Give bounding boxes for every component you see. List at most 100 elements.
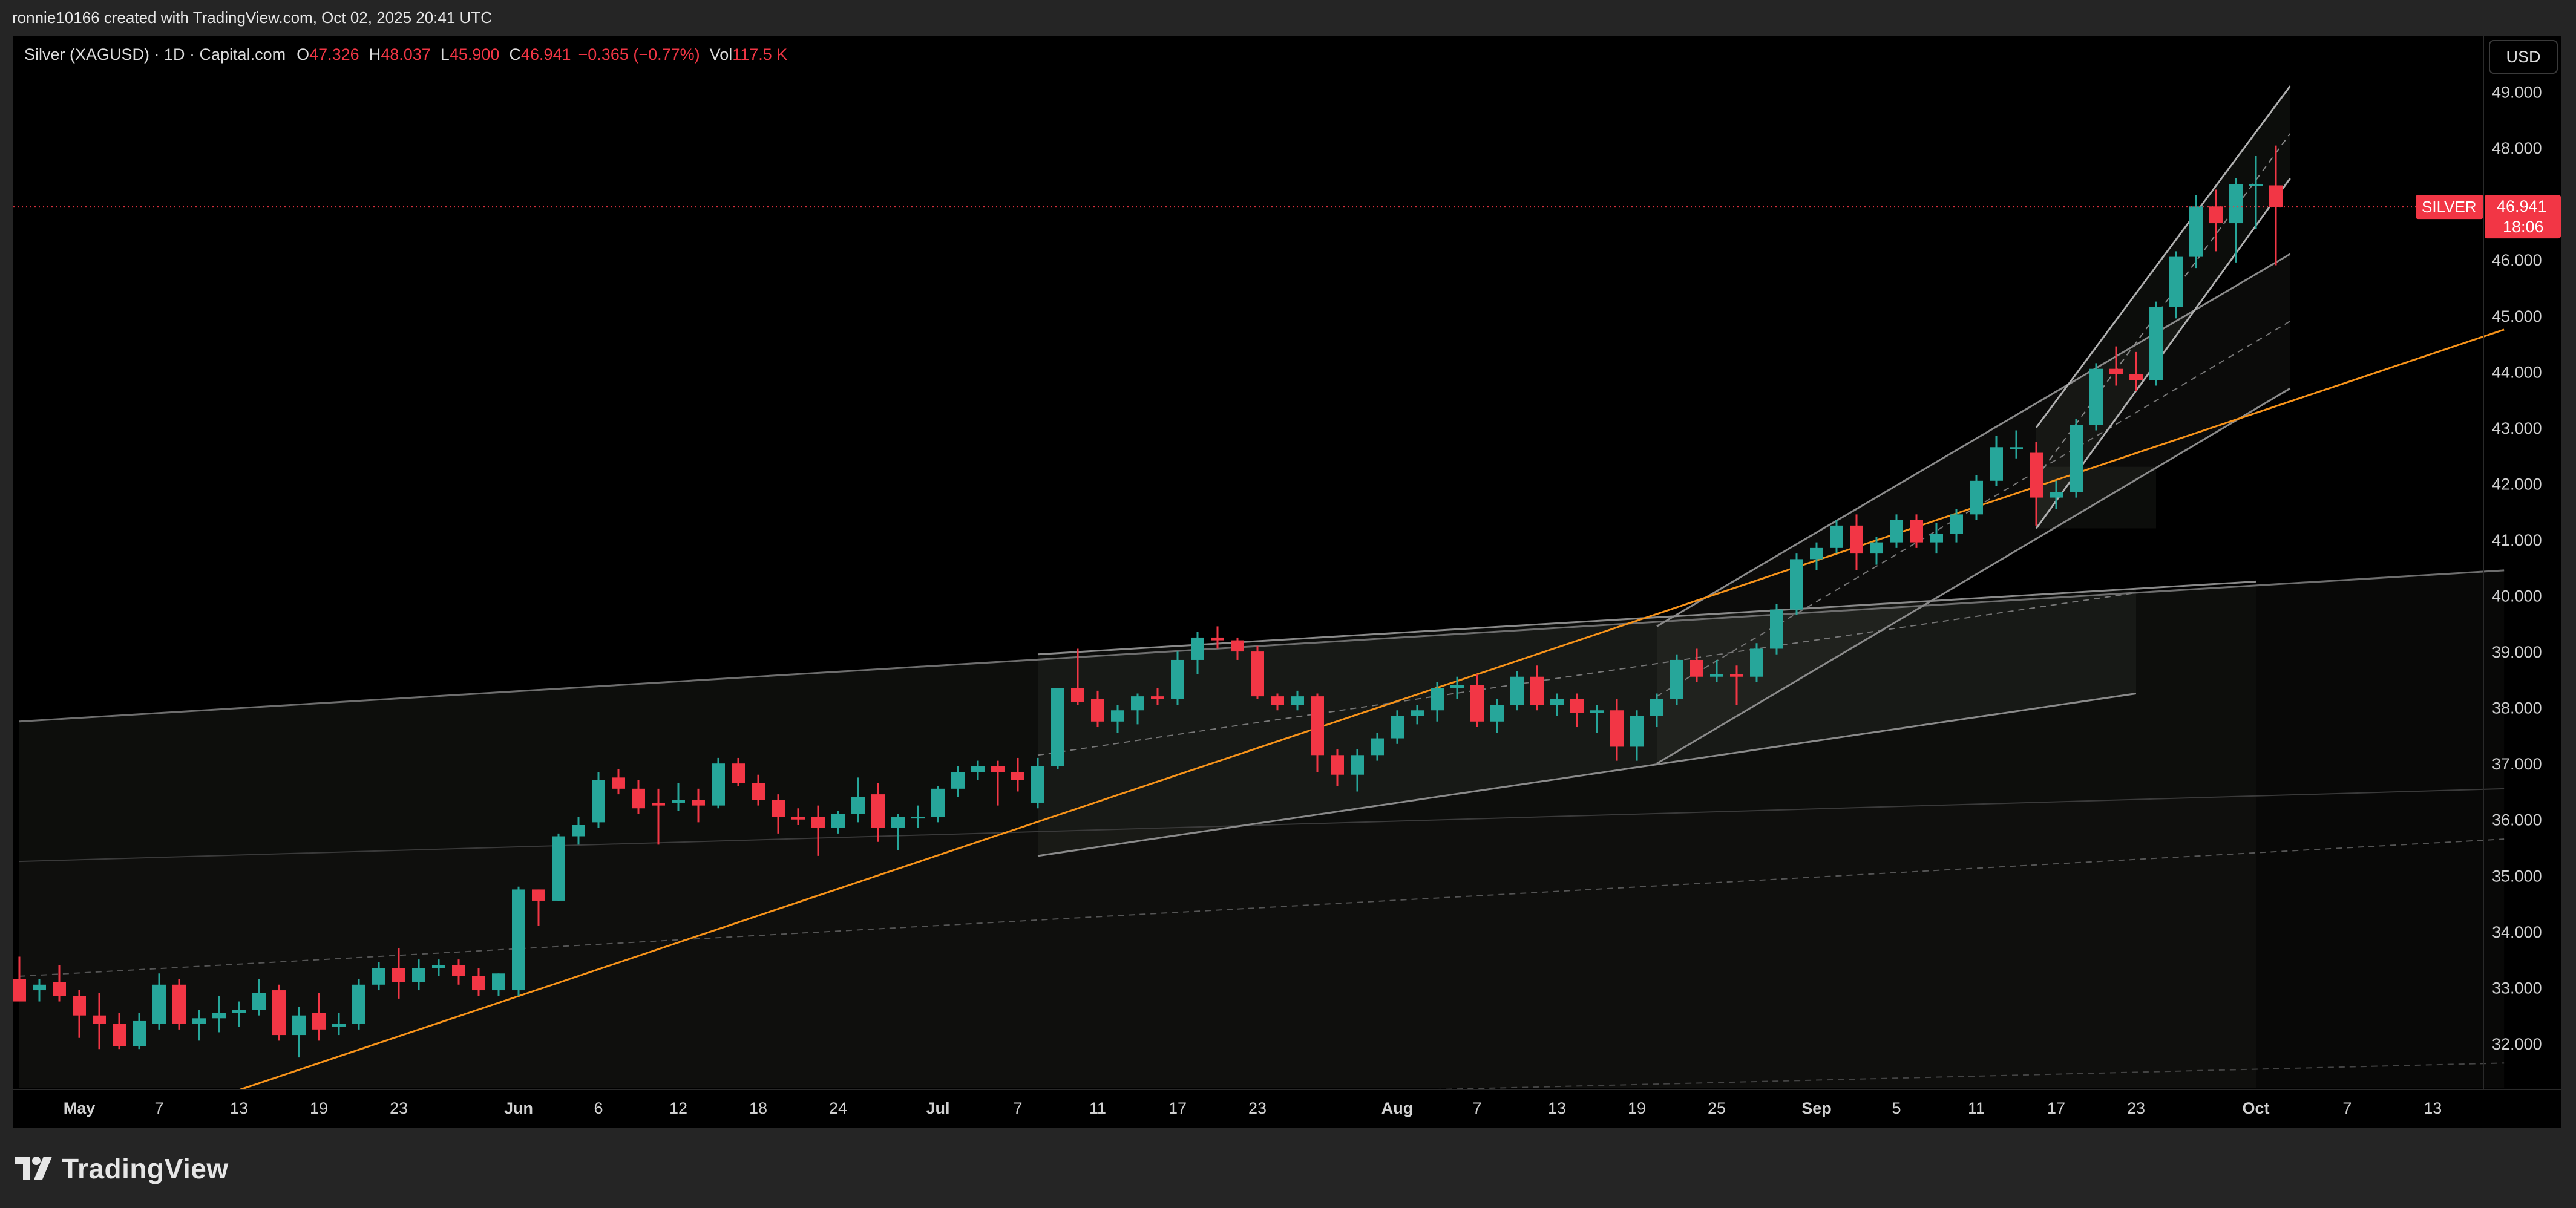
candle-body xyxy=(1950,514,1963,534)
candle-body xyxy=(1031,766,1044,803)
price-tick-label: 34.000 xyxy=(2492,923,2542,941)
candle-body xyxy=(891,817,905,828)
chart-frame[interactable]: 32.000 33.000 34.000 35.000 36.000 37.000 38.0… xyxy=(13,36,2561,1128)
tradingview-logo[interactable]: TradingView xyxy=(15,1151,229,1187)
candle-body xyxy=(1450,685,1464,688)
candle-body xyxy=(1530,676,1544,705)
aug-channel-upper-line xyxy=(1656,253,2291,627)
candle-body xyxy=(372,968,385,985)
candle-body xyxy=(2089,368,2103,425)
time-tick-label: 13 xyxy=(2424,1099,2442,1117)
candle-body xyxy=(73,996,86,1016)
candle-body xyxy=(1490,705,1504,722)
candle-body xyxy=(272,990,286,1036)
july-channel-lower-line xyxy=(1037,693,2137,857)
time-tick-label: 25 xyxy=(1708,1099,1726,1117)
candle-body xyxy=(632,788,645,809)
low-label: L xyxy=(440,45,450,64)
candle-body xyxy=(791,817,805,820)
candle-body xyxy=(1610,710,1624,747)
open-label: O xyxy=(297,45,310,64)
candle-body xyxy=(2229,184,2243,224)
candle-body xyxy=(1570,699,1584,713)
time-tick-label: 12 xyxy=(669,1099,687,1117)
large-channel-lower-line xyxy=(19,788,2505,863)
candle-body xyxy=(492,973,505,991)
time-tick-label: 7 xyxy=(1013,1099,1022,1117)
time-axis[interactable]: May 7 13 19 23 Jun 6 12 18 24 Jul 7 11 17 23 Aug 7 13 19 25… xyxy=(13,36,2561,1128)
candle-body xyxy=(1051,688,1064,766)
symbol-legend[interactable]: Silver (XAGUSD) · 1D · Capital.com O47.32… xyxy=(24,45,787,64)
large-channel-lower-fill xyxy=(19,795,2256,1088)
candle-body xyxy=(212,1013,226,1019)
candle-body xyxy=(2129,374,2143,380)
time-tick-label: 11 xyxy=(1968,1099,1985,1117)
candle-body xyxy=(13,979,26,1002)
candle-body xyxy=(2169,256,2183,307)
aug-channel-lower-line xyxy=(1656,387,2291,765)
candle-body xyxy=(452,965,465,976)
candle-body xyxy=(2030,452,2043,498)
candle-body xyxy=(612,777,625,789)
candle-body xyxy=(152,984,166,1024)
time-tick-label: 17 xyxy=(1168,1099,1187,1117)
time-tick-label: 7 xyxy=(154,1099,163,1117)
high-label: H xyxy=(369,45,381,64)
time-tick-label: 17 xyxy=(2047,1099,2065,1117)
candle-body xyxy=(1550,699,1564,705)
candle-body xyxy=(292,1015,306,1036)
candle-body xyxy=(1271,696,1284,705)
candle-body xyxy=(1930,534,1943,543)
price-tick-label: 35.000 xyxy=(2492,867,2542,885)
candle-body xyxy=(572,825,585,837)
candlestick-chart[interactable]: 32.000 33.000 34.000 35.000 36.000 37.000 38.0… xyxy=(13,36,2561,1128)
candle-body xyxy=(1750,648,1763,677)
price-tick-label: 46.000 xyxy=(2492,251,2542,269)
candle-body xyxy=(1730,674,1743,677)
price-tick-label: 37.000 xyxy=(2492,755,2542,773)
price-tick-label: 43.000 xyxy=(2492,419,2542,437)
time-tick-label: 13 xyxy=(1548,1099,1566,1117)
candle-body xyxy=(312,1013,326,1030)
candle-body xyxy=(2010,447,2023,449)
candle-body xyxy=(772,800,785,817)
candle-body xyxy=(232,1010,246,1013)
candle-body xyxy=(1351,755,1364,775)
high-value: 48.037 xyxy=(381,45,431,64)
candle-body xyxy=(172,984,186,1024)
symbol-name[interactable]: Silver (XAGUSD) · 1D · Capital.com xyxy=(24,45,286,64)
candle-body xyxy=(1970,480,1983,515)
currency-button[interactable]: USD xyxy=(2489,40,2558,74)
candle-body xyxy=(1710,674,1723,677)
candle-body xyxy=(732,763,745,783)
candle-body xyxy=(1391,716,1404,739)
candle-body xyxy=(1630,716,1644,747)
tradingview-wordmark: TradingView xyxy=(62,1153,229,1184)
chart-attribution: ronnie10166 created with TradingView.com… xyxy=(12,8,492,27)
candle-body xyxy=(2269,185,2283,207)
price-tick-label: 39.000 xyxy=(2492,643,2542,661)
candle-body xyxy=(1111,710,1124,722)
close-label: C xyxy=(509,45,521,64)
price-tick-label: 41.000 xyxy=(2492,531,2542,549)
time-tick-label: 7 xyxy=(2342,1099,2352,1117)
last-price-tag xyxy=(2485,195,2561,239)
candle-body xyxy=(752,783,765,800)
time-tick-label: 13 xyxy=(230,1099,248,1117)
candle-body xyxy=(1810,547,1823,560)
candle-body xyxy=(1231,640,1244,652)
candle-body xyxy=(831,814,845,828)
candle-body xyxy=(1431,688,1444,711)
candle-body xyxy=(1590,710,1604,713)
steep-channel-upper-line xyxy=(2035,85,2291,428)
price-tick-label: 48.000 xyxy=(2492,139,2542,157)
candle-body xyxy=(33,984,46,991)
candle-body xyxy=(1790,559,1803,610)
candle-body xyxy=(851,797,865,814)
price-axis[interactable]: 32.000 33.000 34.000 35.000 36.000 37.000 38.0… xyxy=(2416,83,2561,1053)
candle-body xyxy=(1830,525,1843,548)
time-tick-label: Jun xyxy=(504,1099,533,1117)
candle-body xyxy=(1990,447,2003,481)
candle-body xyxy=(1211,637,1224,641)
candle-body xyxy=(192,1018,206,1024)
